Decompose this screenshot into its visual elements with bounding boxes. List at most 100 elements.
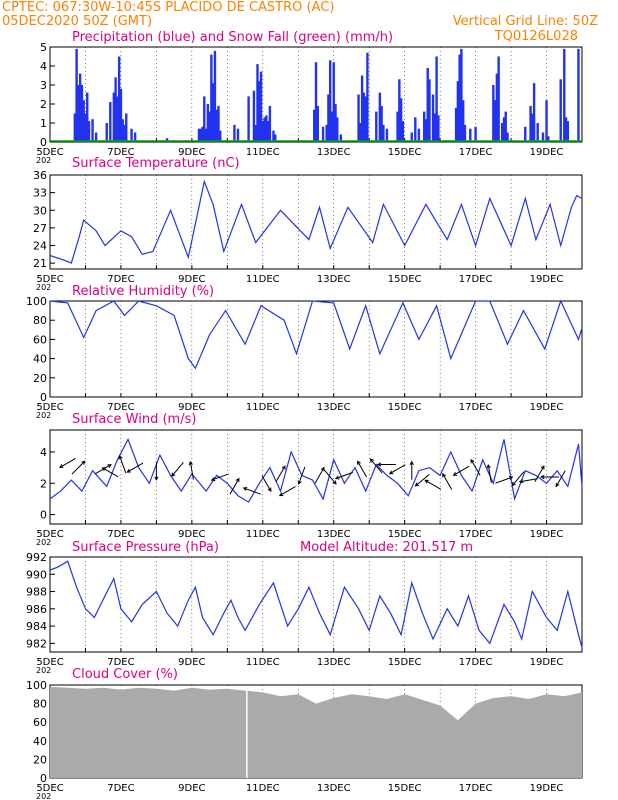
precip-bar <box>334 104 337 142</box>
wind-arrow <box>189 461 194 480</box>
series-line <box>49 560 583 648</box>
wind-arrow-head <box>555 482 560 488</box>
year-label: 202 <box>36 156 51 165</box>
precip-bar <box>114 77 117 142</box>
x-tick-label: 5DEC <box>36 529 63 540</box>
header-model-code: TQ0126L028 <box>494 29 578 44</box>
precip-bar <box>116 96 119 142</box>
y-tick-label: 0 <box>40 136 47 149</box>
precip-bar <box>91 119 94 142</box>
wind-arrow-head <box>235 477 240 483</box>
precip-bar <box>362 92 366 142</box>
wind-arrow-head <box>188 460 193 466</box>
x-tick-label: 15DEC <box>388 529 422 540</box>
precip-bar <box>382 124 385 142</box>
wind-arrow <box>415 473 430 487</box>
precip-bar <box>545 100 548 142</box>
precip-bar <box>401 121 405 142</box>
precip-bar <box>201 126 204 142</box>
y-tick-label: 24 <box>33 240 47 253</box>
title-precipitation: Precipitation (blue) and Snow Fall (gree… <box>72 30 394 45</box>
precip-bar <box>529 105 532 142</box>
precip-bar <box>82 100 85 142</box>
precip-bar <box>492 85 495 142</box>
wind-arrow <box>279 486 296 497</box>
precip-bar <box>268 105 272 142</box>
x-tick-label: 11DEC <box>246 147 280 158</box>
x-tick-label: 15DEC <box>388 274 422 285</box>
precip-bar <box>261 121 264 142</box>
y-tick-label: 100 <box>26 679 47 692</box>
wind-arrow-head <box>210 477 216 482</box>
precip-bar <box>78 73 82 142</box>
y-tick-label: 986 <box>26 603 47 616</box>
x-tick-label: 9DEC <box>178 529 205 540</box>
wind-arrow <box>511 471 525 486</box>
precip-bar <box>426 67 429 142</box>
wind-arrow-head <box>281 465 286 470</box>
wind-arrow-head <box>101 467 107 472</box>
x-tick-label: 5DEC <box>36 402 63 413</box>
precip-bar <box>378 92 382 142</box>
precip-bar <box>109 102 112 142</box>
precip-bar <box>203 96 206 142</box>
precip-bar <box>210 54 213 142</box>
x-tick-label: 11DEC <box>246 402 280 413</box>
precip-bar <box>460 48 463 142</box>
series-line <box>49 437 583 503</box>
precip-bar <box>197 128 201 142</box>
precip-bar <box>123 124 126 142</box>
precip-bar <box>206 104 210 142</box>
precip-bar <box>272 130 275 142</box>
y-tick-label: 1 <box>40 117 47 130</box>
precip-bar <box>130 128 133 142</box>
precip-bar <box>84 113 87 142</box>
wind-arrow-head <box>452 471 458 476</box>
title-pressure: Surface Pressure (hPa) <box>72 540 219 555</box>
wind-arrow-head <box>332 480 337 485</box>
precip-bar <box>213 50 217 142</box>
precip-bar <box>265 115 268 142</box>
wind-arrow-head <box>369 458 374 463</box>
wind-arrow <box>389 464 406 475</box>
wind-arrow-head <box>126 468 131 473</box>
precip-bar <box>536 123 539 142</box>
x-tick-label: 9DEC <box>178 402 205 413</box>
x-tick-label: 15DEC <box>388 402 422 413</box>
x-tick-label: 9DEC <box>178 147 205 158</box>
y-tick-label: 60 <box>33 333 47 346</box>
wind-arrow-head <box>376 462 382 467</box>
x-tick-label: 9DEC <box>178 274 205 285</box>
precip-bar <box>252 90 256 142</box>
wind-arrow-head <box>357 460 361 465</box>
precip-bar <box>254 124 257 142</box>
precip-bar <box>330 111 334 142</box>
precip-bar <box>566 121 570 142</box>
precip-bar <box>424 119 428 142</box>
precip-bar <box>359 123 362 142</box>
x-tick-label: 7DEC <box>107 274 134 285</box>
x-tick-label: 17DEC <box>459 783 493 794</box>
wind-arrow <box>298 466 306 485</box>
x-tick-label: 19DEC <box>530 402 564 413</box>
series-line <box>49 299 583 370</box>
precip-bar <box>463 124 467 142</box>
x-tick-label: 15DEC <box>388 147 422 158</box>
series-line <box>49 179 583 264</box>
precip-bar <box>398 79 401 142</box>
precip-bar <box>112 92 116 142</box>
x-tick-label: 11DEC <box>246 529 280 540</box>
precip-bar <box>314 62 318 143</box>
precip-bar <box>105 123 108 142</box>
precip-bar <box>364 96 367 142</box>
precip-bar <box>266 121 270 142</box>
precip-bar <box>497 56 500 142</box>
wind-arrow-head <box>334 475 340 480</box>
x-tick-label: 19DEC <box>530 529 564 540</box>
x-tick-label: 17DEC <box>459 147 493 158</box>
precip-bar <box>532 83 536 142</box>
precip-bar <box>428 79 431 142</box>
precip-bar <box>328 60 332 142</box>
precip-bar <box>385 128 389 142</box>
precip-bar <box>165 138 169 142</box>
